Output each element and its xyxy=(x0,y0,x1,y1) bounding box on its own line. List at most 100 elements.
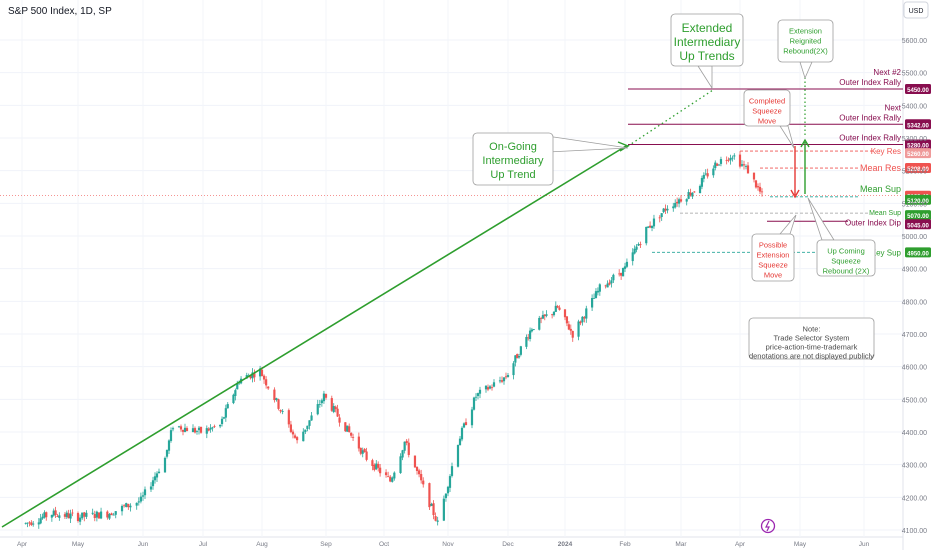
candle-body xyxy=(403,441,406,451)
candle-body xyxy=(401,450,404,458)
candle-body xyxy=(108,514,111,519)
candle-body xyxy=(338,417,341,423)
candle-body xyxy=(30,522,33,525)
candle-body xyxy=(444,493,448,499)
candle-body xyxy=(676,201,679,204)
candle-body xyxy=(348,426,351,433)
candle-body xyxy=(127,503,130,508)
currency-label: USD xyxy=(909,8,924,15)
candle-body xyxy=(391,477,394,482)
candle-body xyxy=(645,226,648,244)
ongoing-trend-callout-line: On-Going xyxy=(489,141,537,153)
extended-trend-callout-line: Intermediary xyxy=(674,35,741,49)
candle-body xyxy=(52,510,55,516)
possible-extension-callout-line: Extension xyxy=(757,251,790,260)
level-outer-dip-label: Outer Index Dip xyxy=(845,218,902,227)
ongoing-trend-callout-box xyxy=(472,132,554,186)
ongoing-trend-callout-text: On-Going Intermediary Up Trend xyxy=(482,141,544,181)
candle-body xyxy=(693,191,696,193)
candle-body xyxy=(219,424,222,427)
candle-body xyxy=(220,418,224,425)
candle-body xyxy=(558,307,561,310)
candle-body xyxy=(110,513,113,516)
candle-body xyxy=(596,290,600,293)
candle-body xyxy=(490,387,494,389)
x-tick-label: Dec xyxy=(502,541,514,548)
candle-body xyxy=(706,173,709,177)
candle-body xyxy=(265,379,268,386)
candle-body xyxy=(752,172,756,180)
x-tick-label: 2024 xyxy=(558,541,573,548)
candle-body xyxy=(85,512,88,517)
candle-body xyxy=(554,305,557,312)
candle-body xyxy=(379,467,382,474)
candle-body xyxy=(415,466,419,471)
note-callout-line: Trade Selector System xyxy=(774,334,850,343)
x-tick-label: Nov xyxy=(442,541,454,548)
note-callout-line: Note: xyxy=(803,325,821,334)
candle-body xyxy=(389,476,392,482)
candle-body xyxy=(357,436,360,449)
ongoing-trend-callout-line: Up Trend xyxy=(490,169,535,181)
level-mean-sup-2-tag-text: 5070.00 xyxy=(907,214,929,220)
candle-body xyxy=(112,514,115,516)
candle-body xyxy=(456,444,460,467)
candle-body xyxy=(71,512,74,514)
currency-button[interactable] xyxy=(903,1,929,19)
candle-body xyxy=(191,428,195,433)
time-axis[interactable]: Apr May Jun Jul Aug Sep Oct Nov Dec 2024 Feb Mar Apr… xyxy=(17,541,870,548)
level-mean-sup-2-label: Mean Sup xyxy=(869,210,901,217)
candle-body xyxy=(500,380,504,382)
tradingview-logo[interactable] xyxy=(760,518,776,534)
candle-body xyxy=(24,522,27,524)
candle-body xyxy=(332,406,335,413)
x-tick-label: Oct xyxy=(379,541,389,548)
possible-extension-callout-line: Possible xyxy=(759,241,787,250)
candle-body xyxy=(563,309,567,318)
candle-body xyxy=(612,274,615,281)
extension-reignited-callout-line: Reignited xyxy=(790,37,822,46)
candle-body xyxy=(625,261,629,267)
candle-body xyxy=(143,489,147,496)
price-axis[interactable]: 4100.00 4200.00 4300.00 4400.00 4500.00 4600.… xyxy=(902,38,927,535)
candle-body xyxy=(213,426,216,427)
possible-extension-callout-box xyxy=(751,233,795,282)
candle-body xyxy=(650,225,654,229)
candle-body xyxy=(137,501,140,503)
candle-body xyxy=(571,330,574,338)
candle-body xyxy=(577,321,580,337)
candle-body xyxy=(458,438,462,446)
candle-body xyxy=(50,514,53,518)
logo-circle-icon xyxy=(760,518,776,534)
candle-body xyxy=(760,191,764,193)
candle-body xyxy=(99,511,103,519)
candle-body xyxy=(129,505,132,508)
candle-body xyxy=(69,513,72,519)
candle-body xyxy=(209,427,212,430)
y-tick-label: 4800.00 xyxy=(902,299,927,306)
level-key-res-tag xyxy=(905,148,931,159)
candle-body xyxy=(56,515,59,517)
candle-body xyxy=(464,422,468,426)
candle-body xyxy=(606,283,609,288)
candle-body xyxy=(598,284,601,292)
candle-body xyxy=(344,422,347,432)
candle-body xyxy=(193,428,197,433)
x-tick-label: Jul xyxy=(199,541,208,548)
candle-body xyxy=(135,502,138,506)
candle-body xyxy=(583,317,586,319)
level-outer-dip-tag xyxy=(905,219,931,230)
candle-body xyxy=(517,356,521,358)
candle-body xyxy=(275,398,278,401)
candle-body xyxy=(525,336,528,347)
candle-body xyxy=(262,375,266,380)
candle-body xyxy=(302,431,305,442)
candle-body xyxy=(541,314,545,319)
level-5342-label: Outer Index Rally xyxy=(839,113,901,122)
candle-body xyxy=(171,428,175,430)
x-tick-label: Mar xyxy=(675,541,687,548)
candle-body xyxy=(163,457,167,473)
candle-body xyxy=(539,318,543,319)
candle-body xyxy=(492,382,496,387)
